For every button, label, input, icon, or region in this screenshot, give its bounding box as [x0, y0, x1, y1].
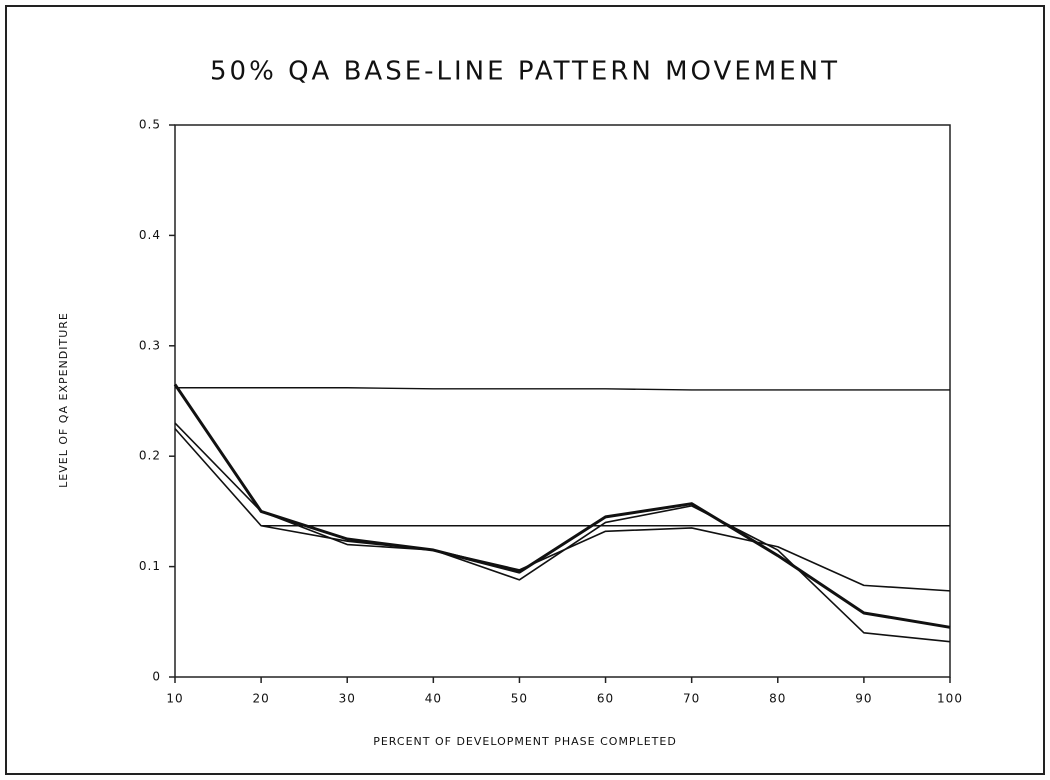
series-line: [175, 387, 950, 391]
x-tick-label: 90: [855, 692, 872, 706]
series-line: [174, 422, 951, 643]
y-tick-label: 0.2: [139, 449, 161, 463]
x-tick-label: 30: [339, 692, 356, 706]
x-tick-label: 60: [597, 692, 614, 706]
x-tick-label: 40: [425, 692, 442, 706]
y-axis-label: LEVEL OF QA EXPENDITURE: [57, 312, 70, 488]
plot-frame: [174, 124, 951, 678]
x-tick-label: 10: [166, 692, 183, 706]
x-axis-label: PERCENT OF DEVELOPMENT PHASE COMPLETED: [373, 735, 677, 748]
y-tick-label: 0.4: [139, 228, 161, 242]
series-line: [174, 428, 951, 592]
x-tick-label: 20: [252, 692, 269, 706]
x-tick-label: 70: [683, 692, 700, 706]
chart-title: 50% QA BASE-LINE PATTERN MOVEMENT: [210, 57, 840, 87]
y-tick-label: 0.5: [139, 118, 161, 132]
frame: [5, 5, 1045, 775]
x-tick-label: 80: [769, 692, 786, 706]
y-tick-label: 0: [152, 670, 161, 684]
x-tick-label: 100: [937, 692, 963, 706]
y-tick-label: 0.1: [139, 559, 161, 573]
y-tick-label: 0.3: [139, 338, 161, 352]
x-tick-label: 50: [511, 692, 528, 706]
series-line: [173, 383, 951, 629]
